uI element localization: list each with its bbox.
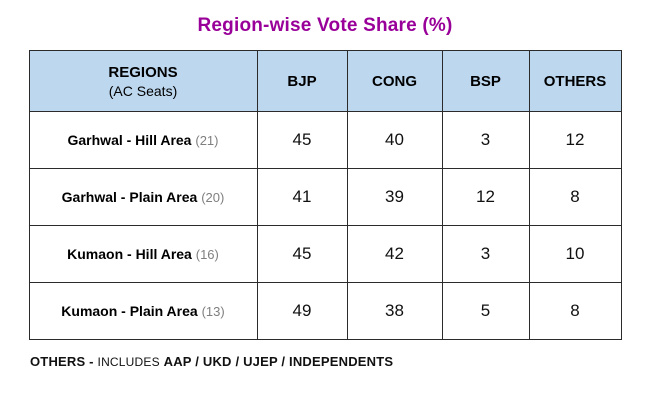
table-row: Kumaon - Plain Area (13) 49 38 5 8 — [28, 282, 622, 340]
table-row: Kumaon - Hill Area (16) 45 42 3 10 — [28, 225, 622, 283]
region-name: Kumaon - Plain Area — [61, 303, 198, 319]
value-others: 8 — [528, 168, 622, 226]
header-regions-label: REGIONS — [108, 63, 178, 81]
value-bsp: 3 — [441, 225, 530, 283]
value-others: 10 — [528, 225, 622, 283]
value-cong: 38 — [346, 282, 443, 340]
header-col-bjp: BJP — [256, 50, 348, 112]
value-bsp: 12 — [441, 168, 530, 226]
value-bjp: 41 — [256, 168, 348, 226]
region-seats: (21) — [195, 133, 219, 148]
footnote-middle: INCLUDES — [97, 355, 160, 369]
region-cell: Kumaon - Plain Area (13) — [28, 282, 258, 340]
region-seats: (13) — [201, 304, 225, 319]
table-header-row: REGIONS (AC Seats) BJP CONG BSP OTHERS — [28, 50, 622, 112]
header-col-bsp: BSP — [441, 50, 530, 112]
footnote-prefix: OTHERS - — [30, 354, 94, 369]
header-col-cong: CONG — [346, 50, 443, 112]
footnote: OTHERS - INCLUDES AAP / UKD / UJEP / IND… — [30, 354, 650, 369]
region-seats: (16) — [195, 247, 219, 262]
region-cell: Garhwal - Hill Area (21) — [28, 111, 258, 169]
footnote-parties: AAP / UKD / UJEP / INDEPENDENTS — [163, 354, 394, 369]
value-bsp: 3 — [441, 111, 530, 169]
region-name: Garhwal - Hill Area — [67, 132, 192, 148]
page-title: Region-wise Vote Share (%) — [197, 15, 453, 36]
value-others: 8 — [528, 282, 622, 340]
value-bjp: 45 — [256, 225, 348, 283]
region-cell: Garhwal - Plain Area (20) — [28, 168, 258, 226]
header-regions-sublabel: (AC Seats) — [108, 82, 178, 99]
value-others: 12 — [528, 111, 622, 169]
region-seats: (20) — [201, 190, 225, 205]
value-bsp: 5 — [441, 282, 530, 340]
value-cong: 39 — [346, 168, 443, 226]
header-col-others: OTHERS — [528, 50, 622, 112]
value-cong: 42 — [346, 225, 443, 283]
header-regions: REGIONS (AC Seats) — [28, 50, 258, 112]
region-cell: Kumaon - Hill Area (16) — [28, 225, 258, 283]
value-bjp: 45 — [256, 111, 348, 169]
value-bjp: 49 — [256, 282, 348, 340]
region-name: Kumaon - Hill Area — [67, 246, 192, 262]
vote-share-table: REGIONS (AC Seats) BJP CONG BSP OTHERS G… — [28, 50, 622, 340]
table-row: Garhwal - Plain Area (20) 41 39 12 8 — [28, 168, 622, 226]
table-row: Garhwal - Hill Area (21) 45 40 3 12 — [28, 111, 622, 169]
value-cong: 40 — [346, 111, 443, 169]
region-name: Garhwal - Plain Area — [61, 189, 198, 205]
